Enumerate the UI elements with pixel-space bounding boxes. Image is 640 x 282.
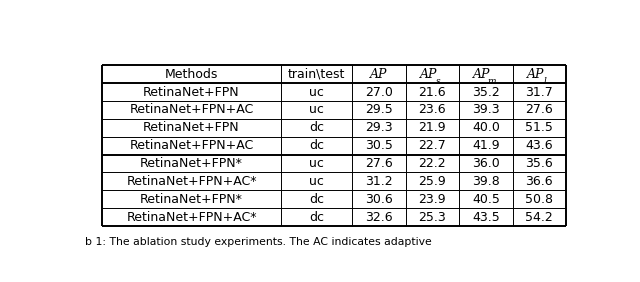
Text: dc: dc xyxy=(309,211,324,224)
Text: 22.2: 22.2 xyxy=(419,157,446,170)
Text: 36.0: 36.0 xyxy=(472,157,500,170)
Text: 36.6: 36.6 xyxy=(525,175,553,188)
Text: uc: uc xyxy=(309,86,324,99)
Text: RetinaNet+FPN+AC*: RetinaNet+FPN+AC* xyxy=(126,175,257,188)
Text: RetinaNet+FPN+AC: RetinaNet+FPN+AC xyxy=(129,103,253,116)
Text: s: s xyxy=(436,77,440,86)
Text: uc: uc xyxy=(309,175,324,188)
Text: RetinaNet+FPN: RetinaNet+FPN xyxy=(143,86,240,99)
Text: AP: AP xyxy=(420,68,437,81)
Text: 30.5: 30.5 xyxy=(365,139,393,152)
Text: RetinaNet+FPN: RetinaNet+FPN xyxy=(143,121,240,134)
Text: AP: AP xyxy=(370,68,387,81)
Text: l: l xyxy=(544,77,547,86)
Text: m: m xyxy=(488,77,496,86)
Text: uc: uc xyxy=(309,103,324,116)
Text: 35.6: 35.6 xyxy=(525,157,553,170)
Text: 27.0: 27.0 xyxy=(365,86,393,99)
Text: 25.9: 25.9 xyxy=(419,175,446,188)
Text: train\test: train\test xyxy=(287,68,345,81)
Text: 22.7: 22.7 xyxy=(419,139,446,152)
Text: 35.2: 35.2 xyxy=(472,86,500,99)
Text: RetinaNet+FPN+AC: RetinaNet+FPN+AC xyxy=(129,139,253,152)
Text: 43.6: 43.6 xyxy=(525,139,553,152)
Text: RetinaNet+FPN+AC*: RetinaNet+FPN+AC* xyxy=(126,211,257,224)
Text: 25.3: 25.3 xyxy=(419,211,446,224)
Text: dc: dc xyxy=(309,121,324,134)
Text: AP: AP xyxy=(527,68,544,81)
Text: 31.2: 31.2 xyxy=(365,175,392,188)
Text: 30.6: 30.6 xyxy=(365,193,393,206)
Text: 40.5: 40.5 xyxy=(472,193,500,206)
Text: dc: dc xyxy=(309,139,324,152)
Text: 23.9: 23.9 xyxy=(419,193,446,206)
Text: 43.5: 43.5 xyxy=(472,211,500,224)
Text: 21.6: 21.6 xyxy=(419,86,446,99)
Text: b 1: The ablation study experiments. The AC indicates adaptive: b 1: The ablation study experiments. The… xyxy=(85,237,432,247)
Text: 39.3: 39.3 xyxy=(472,103,500,116)
Text: 54.2: 54.2 xyxy=(525,211,553,224)
Text: AP: AP xyxy=(473,68,490,81)
Text: 41.9: 41.9 xyxy=(472,139,500,152)
Text: 39.8: 39.8 xyxy=(472,175,500,188)
Text: 32.6: 32.6 xyxy=(365,211,392,224)
Text: 23.6: 23.6 xyxy=(419,103,446,116)
Text: 27.6: 27.6 xyxy=(365,157,393,170)
Text: 51.5: 51.5 xyxy=(525,121,553,134)
Text: Methods: Methods xyxy=(165,68,218,81)
Text: RetinaNet+FPN*: RetinaNet+FPN* xyxy=(140,193,243,206)
Text: dc: dc xyxy=(309,193,324,206)
Text: 31.7: 31.7 xyxy=(525,86,553,99)
Text: 29.5: 29.5 xyxy=(365,103,393,116)
Text: 40.0: 40.0 xyxy=(472,121,500,134)
Text: uc: uc xyxy=(309,157,324,170)
Text: 29.3: 29.3 xyxy=(365,121,392,134)
Text: 27.6: 27.6 xyxy=(525,103,553,116)
Text: 21.9: 21.9 xyxy=(419,121,446,134)
Text: 50.8: 50.8 xyxy=(525,193,554,206)
Text: RetinaNet+FPN*: RetinaNet+FPN* xyxy=(140,157,243,170)
